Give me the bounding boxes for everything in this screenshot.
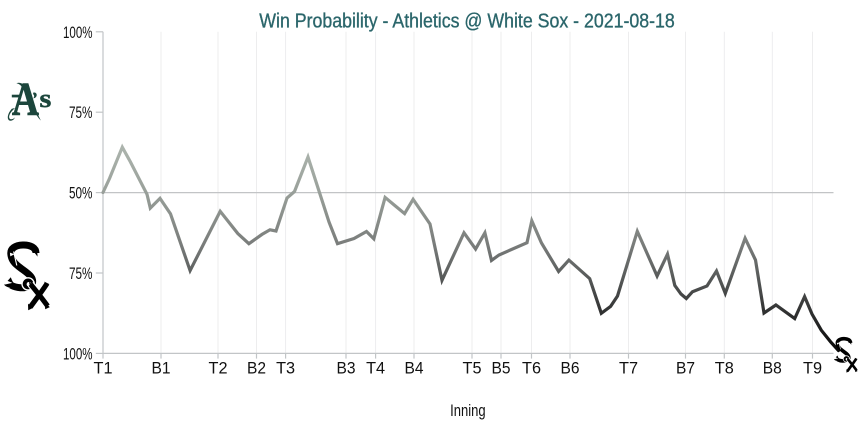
svg-text:B2: B2 <box>247 360 266 378</box>
svg-text:75%: 75% <box>69 104 93 122</box>
svg-text:T8: T8 <box>715 360 734 378</box>
svg-text:T2: T2 <box>209 360 228 378</box>
svg-text:B5: B5 <box>492 360 511 378</box>
svg-text:Win Probability - Athletics @: Win Probability - Athletics @ White Sox … <box>259 11 675 33</box>
svg-text:Inning: Inning <box>450 401 486 420</box>
svg-text:T9: T9 <box>803 360 822 378</box>
svg-text:75%: 75% <box>69 265 93 283</box>
svg-text:B4: B4 <box>405 360 424 378</box>
svg-text:B3: B3 <box>337 360 356 378</box>
svg-text:T5: T5 <box>463 360 482 378</box>
svg-text:B8: B8 <box>763 360 782 378</box>
svg-text:B6: B6 <box>561 360 580 378</box>
svg-text:50%: 50% <box>69 185 93 203</box>
svg-text:T7: T7 <box>619 360 638 378</box>
svg-text:T6: T6 <box>522 360 541 378</box>
svg-text:B1: B1 <box>152 360 171 378</box>
svg-text:T1: T1 <box>94 360 113 378</box>
svg-text:T3: T3 <box>276 360 295 378</box>
svg-text:T4: T4 <box>366 360 385 378</box>
svg-text:100%: 100% <box>63 24 93 42</box>
svg-text:s: s <box>40 84 52 113</box>
svg-text:A: A <box>12 74 39 126</box>
svg-text:100%: 100% <box>63 345 93 363</box>
svg-text:B7: B7 <box>676 360 695 378</box>
